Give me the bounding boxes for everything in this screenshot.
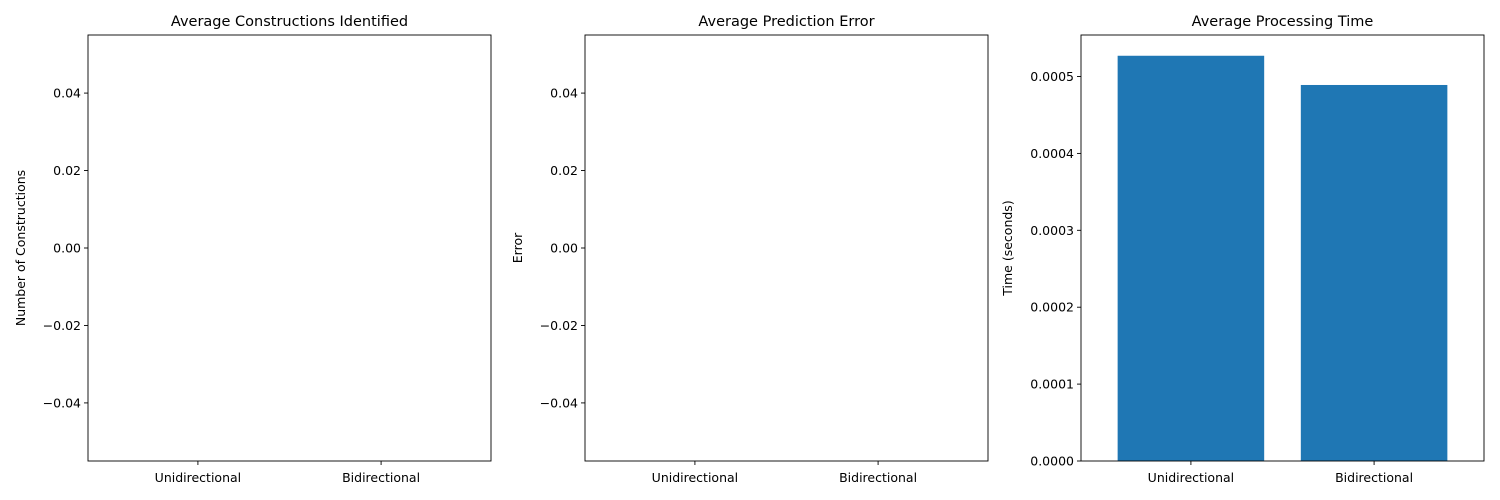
y-tick-label: 0.0002 [1030,300,1074,315]
y-tick-label: −0.02 [540,318,578,333]
y-axis-label: Time (seconds) [1000,200,1015,296]
y-tick-label: 0.02 [550,163,578,178]
chart-title: Average Prediction Error [698,14,874,30]
y-tick-label: −0.02 [43,318,81,333]
y-axis-label: Number of Constructions [13,170,28,326]
y-tick-label: 0.0003 [1030,223,1074,238]
axes-frame [87,34,492,462]
y-tick-label: 0.0001 [1030,377,1074,392]
subplot-3: 0.0000 0.0001 0.0002 0.0003 0.0004 0.0005 Unid… [1000,14,1485,485]
bar-unidirectional [1117,55,1265,462]
y-tick-label: 0.0004 [1030,146,1074,161]
y-tick-label: 0.04 [550,86,578,101]
axes-frame [584,34,989,462]
y-tick-label: 0.04 [53,86,81,101]
chart-title: Average Constructions Identified [171,14,408,30]
y-tick-label: 0.02 [53,163,81,178]
y-tick-label: −0.04 [540,395,578,410]
x-tick-label: Bidirectional [1335,470,1413,485]
subplot-2: −0.04 −0.02 0.00 0.02 0.04 Unidirectional Bidi… [510,14,989,485]
y-axis-label: Error [510,232,525,263]
y-tick-label: 0.0005 [1030,69,1074,84]
x-tick-label: Bidirectional [839,470,917,485]
chart-title: Average Processing Time [1192,14,1374,30]
x-tick-label: Unidirectional [155,470,241,485]
y-tick-label: 0.0000 [1030,454,1074,469]
bar-bidirectional [1300,84,1448,462]
y-tick-label: 0.00 [53,241,81,256]
x-tick-label: Unidirectional [1148,470,1234,485]
subplot-1: −0.04 −0.02 0.00 0.02 0.04 Unidirectional Bidi… [13,14,492,485]
y-tick-label: 0.00 [550,241,578,256]
y-tick-label: −0.04 [43,395,81,410]
x-tick-label: Unidirectional [652,470,738,485]
axes-frame [1080,34,1485,462]
x-tick-label: Bidirectional [342,470,420,485]
